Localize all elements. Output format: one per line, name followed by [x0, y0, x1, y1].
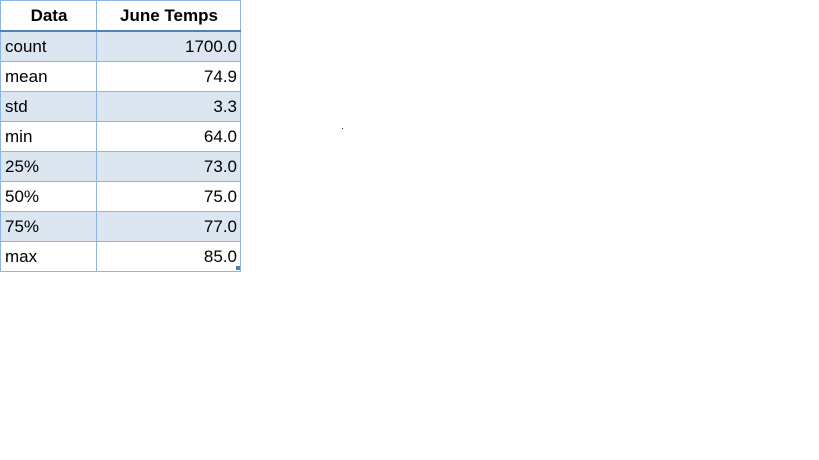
table-row: 75% 77.0: [0, 211, 241, 242]
column-header-june-temps[interactable]: June Temps: [96, 0, 241, 32]
table-row: max 85.0: [0, 241, 241, 272]
table-row: 25% 73.0: [0, 151, 241, 182]
row-value-50pct[interactable]: 75.0: [96, 181, 241, 212]
row-value-75pct[interactable]: 77.0: [96, 211, 241, 242]
row-label-count[interactable]: count: [0, 30, 97, 62]
row-label-max[interactable]: max: [0, 241, 97, 272]
table-header-row: Data June Temps: [0, 0, 241, 32]
table-row: mean 74.9: [0, 61, 241, 92]
summary-stats-table-region: Data June Temps count 1700.0 mean 74.9 s…: [0, 0, 241, 272]
row-label-50pct[interactable]: 50%: [0, 181, 97, 212]
row-value-min[interactable]: 64.0: [96, 121, 241, 152]
stray-pixel: [342, 128, 343, 129]
row-value-25pct[interactable]: 73.0: [96, 151, 241, 182]
table-row: count 1700.0: [0, 30, 241, 62]
summary-stats-table: Data June Temps count 1700.0 mean 74.9 s…: [0, 0, 241, 272]
row-value-count[interactable]: 1700.0: [96, 30, 241, 62]
table-row: std 3.3: [0, 91, 241, 122]
row-label-25pct[interactable]: 25%: [0, 151, 97, 182]
row-label-std[interactable]: std: [0, 91, 97, 122]
row-value-max[interactable]: 85.0: [96, 241, 241, 272]
row-label-75pct[interactable]: 75%: [0, 211, 97, 242]
table-row: 50% 75.0: [0, 181, 241, 212]
table-resize-handle[interactable]: [236, 266, 240, 270]
row-value-std[interactable]: 3.3: [96, 91, 241, 122]
column-header-data[interactable]: Data: [0, 0, 97, 32]
row-label-min[interactable]: min: [0, 121, 97, 152]
row-value-mean[interactable]: 74.9: [96, 61, 241, 92]
row-label-mean[interactable]: mean: [0, 61, 97, 92]
table-row: min 64.0: [0, 121, 241, 152]
